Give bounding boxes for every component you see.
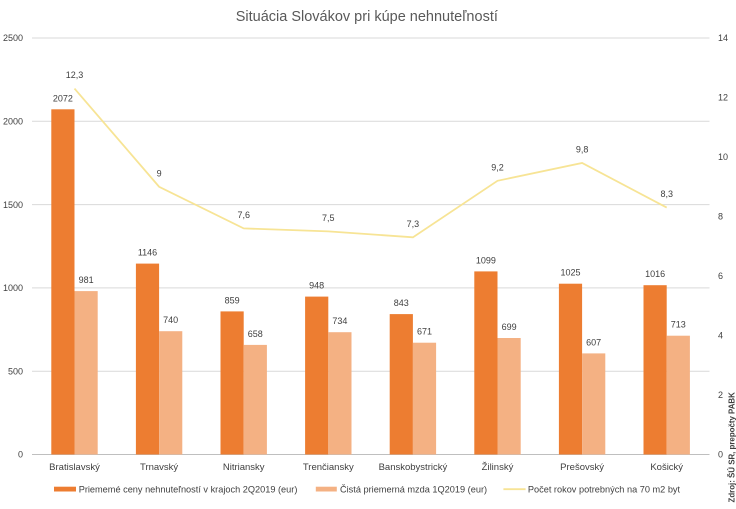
- svg-text:2500: 2500: [3, 33, 23, 43]
- svg-text:607: 607: [586, 337, 601, 347]
- svg-text:0: 0: [18, 450, 23, 460]
- svg-text:740: 740: [163, 315, 178, 325]
- svg-text:859: 859: [225, 295, 240, 305]
- svg-text:1146: 1146: [138, 248, 157, 258]
- svg-text:7,5: 7,5: [322, 213, 335, 223]
- svg-text:9,8: 9,8: [576, 145, 589, 155]
- svg-text:7,6: 7,6: [237, 210, 250, 220]
- svg-text:Situácia Slovákov pri kúpe neh: Situácia Slovákov pri kúpe nehnuteľností: [236, 9, 498, 25]
- svg-text:4: 4: [718, 331, 723, 341]
- svg-text:Prešovský: Prešovský: [560, 462, 604, 473]
- svg-text:699: 699: [502, 322, 517, 332]
- svg-text:1099: 1099: [476, 255, 496, 265]
- svg-text:2: 2: [718, 390, 723, 400]
- svg-text:1025: 1025: [560, 268, 580, 278]
- svg-text:500: 500: [8, 366, 23, 376]
- svg-text:12: 12: [718, 93, 728, 103]
- svg-text:1500: 1500: [3, 200, 23, 210]
- svg-text:Košický: Košický: [650, 462, 683, 473]
- svg-text:Zdroj: ŠÚ SR, prepočty PABK: Zdroj: ŠÚ SR, prepočty PABK: [728, 392, 736, 503]
- svg-text:Čistá priemerná mzda 1Q2019 (e: Čistá priemerná mzda 1Q2019 (eur): [340, 484, 487, 494]
- svg-text:9: 9: [157, 168, 162, 178]
- svg-text:981: 981: [79, 275, 94, 285]
- svg-text:Nitriansky: Nitriansky: [223, 462, 265, 473]
- svg-text:0: 0: [718, 450, 723, 460]
- svg-text:734: 734: [332, 316, 347, 326]
- svg-text:Banskobystrický: Banskobystrický: [379, 462, 448, 473]
- svg-text:1000: 1000: [3, 283, 23, 293]
- svg-text:Počet rokov potrebných na 70 m: Počet rokov potrebných na 70 m2 byt: [528, 484, 681, 494]
- svg-text:Žilinský: Žilinský: [482, 462, 514, 473]
- svg-text:8,3: 8,3: [660, 189, 673, 199]
- svg-text:948: 948: [309, 281, 324, 291]
- svg-text:Trenčiansky: Trenčiansky: [303, 462, 354, 473]
- svg-text:2000: 2000: [3, 117, 23, 127]
- svg-text:843: 843: [394, 298, 409, 308]
- svg-text:1016: 1016: [645, 269, 665, 279]
- svg-text:12,3: 12,3: [66, 70, 84, 80]
- svg-text:6: 6: [718, 271, 723, 281]
- svg-text:9,2: 9,2: [491, 162, 504, 172]
- svg-text:Trnavský: Trnavský: [140, 462, 178, 473]
- svg-text:10: 10: [718, 152, 728, 162]
- svg-text:14: 14: [718, 33, 728, 43]
- svg-text:713: 713: [671, 320, 686, 330]
- svg-text:Priememé ceny nehnuteľností v: Priememé ceny nehnuteľností v krajoch 2Q…: [79, 484, 298, 494]
- svg-text:658: 658: [248, 329, 263, 339]
- svg-text:8: 8: [718, 212, 723, 222]
- svg-text:Bratislavský: Bratislavský: [49, 462, 100, 473]
- svg-text:2072: 2072: [53, 93, 73, 103]
- svg-text:671: 671: [417, 327, 432, 337]
- svg-text:7,3: 7,3: [407, 219, 420, 229]
